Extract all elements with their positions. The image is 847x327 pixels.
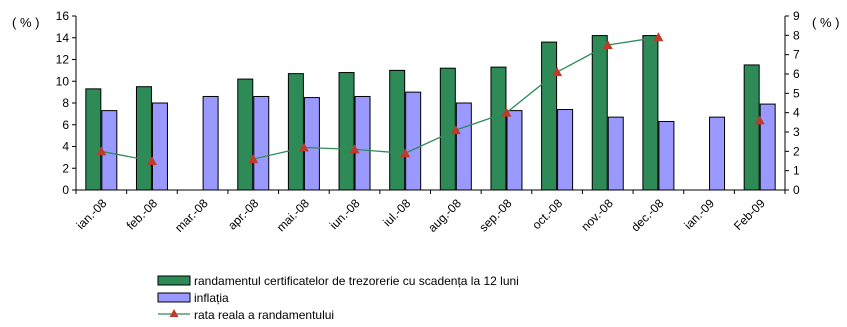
marker-real-rate [501, 107, 512, 117]
right-axis-tick-label: 6 [793, 67, 800, 81]
marker-real-rate [248, 154, 259, 164]
bar-bond-yield [591, 35, 608, 191]
x-axis-tick-label: mai.-08 [274, 196, 312, 234]
bar-inflation [759, 103, 776, 191]
marker-real-rate [754, 115, 765, 125]
x-axis-tick-label: dec.-08 [628, 196, 666, 234]
left-axis-tick-label: 2 [62, 161, 69, 175]
left-axis-tick-label: 14 [56, 31, 70, 45]
bar-inflation [607, 116, 624, 191]
x-axis-tick-label: apr.-08 [225, 196, 262, 233]
x-axis-tick-label: Feb-09 [731, 196, 768, 233]
bar-inflation [303, 97, 320, 191]
marker-real-rate [602, 40, 613, 49]
bar-inflation [151, 102, 168, 191]
legend-swatch-bond-yield [157, 275, 191, 286]
line-segment-real-rate [101, 150, 153, 162]
right-axis-tick-label: 2 [793, 144, 800, 158]
plot-area [85, 32, 776, 191]
bar-inflation [405, 91, 422, 191]
bar-bond-yield [642, 35, 659, 191]
right-axis-tick-label: 1 [793, 164, 800, 178]
line-segment-real-rate [253, 146, 305, 160]
right-axis-unit-label: ( % ) [812, 15, 839, 30]
bar-inflation [506, 110, 523, 191]
bar-inflation [202, 95, 219, 191]
line-segment-real-rate [607, 36, 659, 46]
right-axis-tick-label: 0 [793, 183, 800, 197]
bar-bond-yield [439, 67, 456, 191]
x-axis-tick-label: ian.-08 [74, 196, 110, 232]
right-axis-tick-label: 3 [793, 125, 800, 139]
marker-real-rate [349, 144, 360, 154]
line-segment-real-rate [404, 129, 457, 154]
right-axis-tick-label: 8 [793, 28, 800, 42]
x-axis-tick-label: aug.-08 [425, 196, 464, 235]
bar-bond-yield [85, 88, 102, 191]
line-segment-real-rate [455, 112, 507, 131]
line-segment-real-rate [354, 148, 406, 154]
left-axis-tick-label: 12 [56, 53, 70, 67]
marker-real-rate [146, 156, 157, 165]
x-axis-tick-label: feb.-08 [124, 196, 161, 233]
line-segment-real-rate [506, 71, 558, 114]
x-axis-tick-label: iul.-08 [380, 196, 413, 229]
bar-inflation [557, 109, 574, 191]
left-axis-tick-label: 4 [62, 140, 69, 154]
marker-real-rate [400, 148, 411, 158]
x-axis-tick-label: oct.-08 [529, 196, 565, 232]
bar-inflation [658, 120, 675, 191]
x-axis-tick-label: iun.-08 [327, 196, 363, 232]
right-axis-tick-label: 5 [793, 86, 800, 100]
marker-real-rate [298, 142, 309, 152]
bar-inflation [709, 116, 726, 191]
bar-inflation [253, 95, 270, 191]
marker-real-rate [450, 125, 461, 135]
left-axis-tick-label: 8 [62, 96, 69, 110]
x-axis-tick-label: ian.-09 [681, 196, 717, 232]
bar-bond-yield [237, 78, 254, 191]
marker-real-rate [552, 67, 563, 77]
legend-label-inflation: inflația [194, 291, 229, 305]
bar-bond-yield [389, 69, 406, 191]
legend-swatch-inflation [157, 292, 191, 303]
left-axis-tick-label: 6 [62, 118, 69, 132]
legend-label-bond-yield: randamentul certificatelor de trezorerie… [194, 274, 519, 288]
bar-bond-yield [287, 73, 304, 191]
right-axis-tick-label: 7 [793, 48, 800, 62]
bar-bond-yield [743, 64, 760, 191]
marker-real-rate [96, 146, 107, 156]
bar-inflation [101, 110, 118, 191]
line-segment-real-rate [556, 44, 609, 73]
marker-real-rate [653, 32, 664, 42]
bar-bond-yield [338, 72, 355, 191]
x-axis-tick-label: nov.-08 [578, 196, 616, 234]
right-y-axis: 0 1 2 3 4 5 6 7 8 9 [784, 9, 800, 197]
left-y-axis: 0 2 4 6 8 10 12 14 16 [56, 9, 77, 197]
bar-inflation [354, 95, 371, 191]
legend-marker-real-rate [169, 309, 179, 317]
left-axis-tick-label: 16 [56, 9, 70, 23]
x-axis-tick-label: mar.-08 [172, 196, 211, 235]
legend: randamentul certificatelor de trezorerie… [157, 274, 519, 322]
x-axis: ian.-08 feb.-08 mar.-08 apr.-08 mai.-08 iun.-… [74, 189, 786, 235]
bar-bond-yield [541, 41, 558, 191]
line-segment-real-rate [303, 146, 355, 151]
legend-label-real-rate: rata reala a randamentului [194, 308, 334, 322]
left-axis-tick-label: 10 [56, 74, 70, 88]
left-axis-tick-label: 0 [62, 183, 69, 197]
x-axis-tick-label: sep.-08 [476, 196, 514, 234]
left-axis-unit-label: ( % ) [12, 15, 39, 30]
bar-inflation [455, 102, 472, 191]
right-axis-tick-label: 4 [793, 106, 800, 120]
right-axis-tick-label: 9 [793, 9, 800, 23]
bar-bond-yield [135, 86, 152, 191]
bar-bond-yield [490, 66, 507, 191]
